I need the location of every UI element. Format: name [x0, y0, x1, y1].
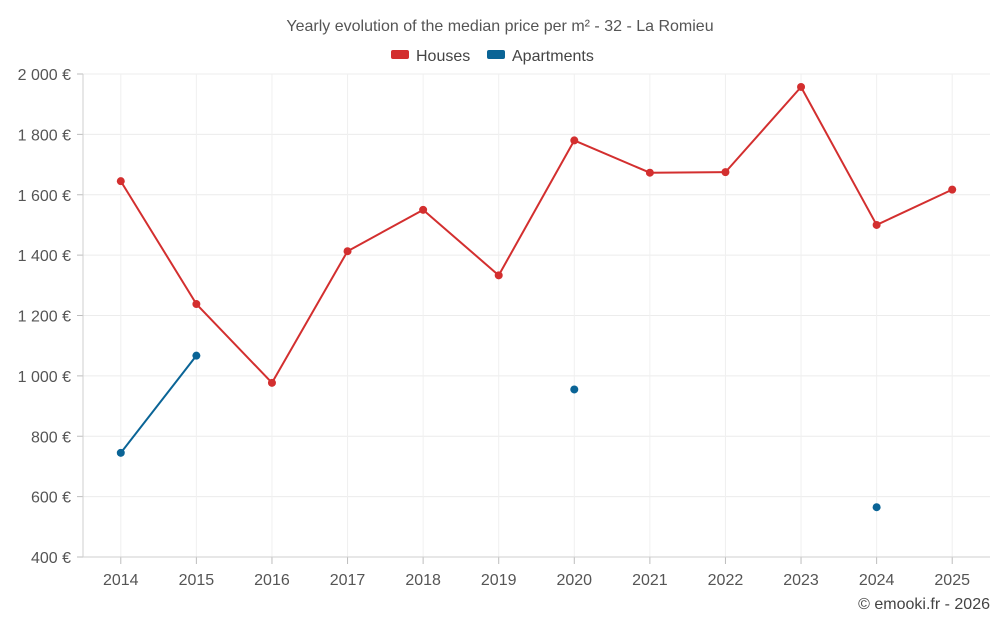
x-tick-label: 2014	[103, 572, 139, 589]
series-line-segment-houses	[724, 85, 803, 174]
legend-label-houses: Houses	[416, 48, 470, 65]
x-tick-label: 2015	[179, 572, 215, 589]
data-point-houses-2020	[570, 136, 579, 145]
series-line-segment-houses	[875, 188, 954, 226]
x-tick-label: 2025	[934, 572, 970, 589]
data-point-houses-2019	[494, 271, 503, 280]
data-point-houses-2025	[948, 185, 957, 194]
x-axis: 2014 2015 2016 2017 2018 2019 2020 2021 2022 2023…	[83, 556, 990, 589]
series-line-segment-houses	[346, 208, 425, 253]
data-point-houses-2016	[267, 378, 276, 387]
data-point-apartments-2014	[116, 448, 125, 457]
x-tick-label: 2017	[330, 572, 366, 589]
x-tick-label: 2022	[708, 572, 744, 589]
series-apartments	[116, 351, 881, 512]
y-tick-label: 1 600 €	[18, 188, 71, 205]
series-line-segment-houses	[119, 180, 198, 306]
data-point-houses-2021	[645, 168, 654, 177]
y-tick-label: 1 000 €	[18, 369, 71, 386]
legend: Houses Apartments	[391, 48, 594, 65]
y-tick-label: 1 400 €	[18, 248, 71, 265]
legend-swatch-apartments	[487, 50, 505, 59]
y-tick-label: 1 200 €	[18, 309, 71, 326]
series-line-segment-houses	[270, 250, 349, 384]
data-point-houses-2018	[419, 205, 428, 214]
data-point-houses-2015	[192, 300, 201, 309]
x-tick-label: 2018	[405, 572, 441, 589]
y-tick-label: 400 €	[31, 550, 71, 567]
y-tick-label: 2 000 €	[18, 67, 71, 84]
series-houses	[116, 82, 957, 387]
y-tick-label: 600 €	[31, 490, 71, 507]
x-tick-label: 2023	[783, 572, 819, 589]
series-line-segment-houses	[800, 85, 878, 226]
legend-item-houses[interactable]: Houses	[391, 48, 470, 65]
y-axis: 400 € 600 € 800 € 1 000 € 1 200 € 1 400 € 1 60…	[18, 67, 84, 567]
legend-item-apartments[interactable]: Apartments	[487, 48, 594, 65]
series-line-segment-houses	[497, 139, 576, 277]
x-tick-label: 2020	[556, 572, 592, 589]
data-point-houses-2024	[872, 220, 881, 229]
y-tick-label: 800 €	[31, 429, 71, 446]
series-line-segment-apartments	[119, 354, 198, 454]
data-point-apartments-2020	[570, 385, 579, 394]
data-point-apartments-2024	[872, 503, 881, 512]
x-tick-label: 2024	[859, 572, 895, 589]
legend-swatch-houses	[391, 50, 409, 59]
chart-title: Yearly evolution of the median price per…	[286, 18, 713, 35]
grid	[83, 73, 990, 558]
data-point-houses-2023	[797, 82, 806, 91]
series-line-segment-houses	[573, 139, 651, 174]
x-tick-label: 2021	[632, 572, 668, 589]
data-point-houses-2014	[116, 177, 125, 186]
data-point-apartments-2015	[192, 351, 201, 360]
x-tick-label: 2019	[481, 572, 517, 589]
legend-label-apartments: Apartments	[512, 48, 594, 65]
data-point-houses-2017	[343, 247, 352, 256]
plot-area	[116, 82, 957, 512]
series-line-segment-houses	[648, 171, 727, 174]
y-tick-label: 1 800 €	[18, 127, 71, 144]
data-point-houses-2022	[721, 168, 730, 177]
credit-text: © emooki.fr - 2026	[858, 596, 990, 613]
x-tick-label: 2016	[254, 572, 290, 589]
series-line-segment-houses	[422, 208, 500, 277]
series-line-segment-houses	[195, 303, 273, 384]
